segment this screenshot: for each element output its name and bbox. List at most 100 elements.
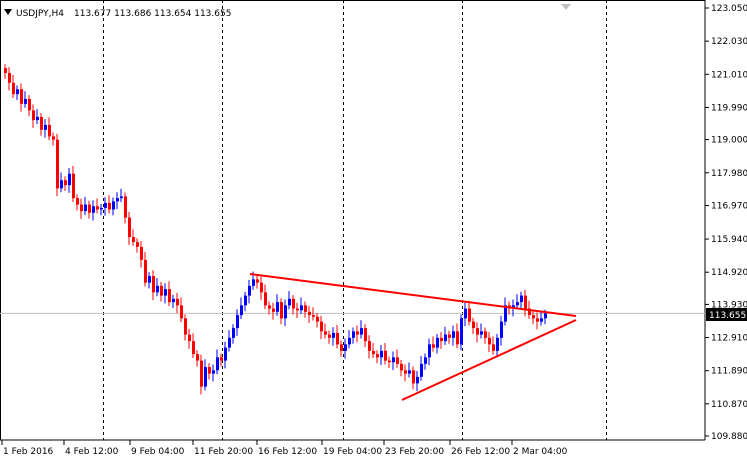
candle — [76, 194, 79, 211]
candle — [496, 333, 499, 357]
candle-body — [428, 344, 431, 358]
candle — [28, 95, 31, 117]
candle-body — [408, 370, 411, 374]
candle-body — [280, 302, 283, 319]
candle — [172, 294, 175, 308]
candle-body — [312, 315, 315, 317]
price-tick-label: 115.940 — [711, 235, 747, 245]
candle — [240, 297, 243, 320]
candle-body — [132, 237, 135, 242]
candle-body — [396, 357, 399, 364]
candle — [232, 324, 235, 344]
candle — [332, 327, 335, 346]
candle — [316, 312, 319, 328]
candle-body — [460, 318, 463, 345]
candle — [540, 310, 543, 326]
candle — [212, 364, 215, 382]
candle-body — [300, 305, 303, 311]
ascending-trendline[interactable] — [401, 319, 577, 401]
candle-body — [92, 206, 95, 213]
candle — [152, 270, 155, 301]
candle-body — [60, 180, 63, 189]
candle-body — [480, 331, 483, 335]
candle-body — [248, 285, 251, 296]
candle-body — [392, 357, 395, 363]
candle — [436, 333, 439, 354]
candle — [108, 195, 111, 214]
candle — [368, 335, 371, 359]
candle-body — [144, 259, 147, 283]
candle — [412, 366, 415, 390]
candle — [340, 340, 343, 357]
candle — [116, 192, 119, 210]
candle-body — [276, 302, 279, 312]
candle — [336, 325, 339, 349]
candle-body — [348, 337, 351, 345]
candle-body — [444, 334, 447, 342]
candle-body — [380, 350, 383, 358]
candle — [356, 325, 359, 343]
candle — [4, 64, 7, 79]
candle — [8, 67, 11, 91]
candle-body — [24, 98, 27, 104]
candle-body — [236, 315, 239, 329]
period-separators — [103, 0, 607, 440]
candle-body — [456, 331, 459, 345]
candle-body — [484, 331, 487, 338]
candle — [344, 338, 347, 359]
candle-body — [104, 202, 107, 208]
candle — [72, 165, 75, 203]
candle — [148, 272, 151, 289]
price-tick-label: 114.920 — [711, 268, 747, 278]
candle — [164, 283, 167, 304]
candle-body — [296, 308, 299, 311]
candle — [256, 275, 259, 289]
candle-body — [84, 204, 87, 212]
candle — [372, 343, 375, 359]
candle-body — [160, 285, 163, 296]
candle — [328, 330, 331, 344]
candle — [312, 307, 315, 321]
candle-body — [20, 89, 23, 104]
candle-body — [232, 328, 235, 338]
candle-body — [464, 308, 467, 319]
candle — [364, 324, 367, 347]
candle — [308, 306, 311, 323]
candle — [264, 284, 267, 310]
candle — [360, 320, 363, 339]
candle-body — [208, 367, 211, 374]
candle — [120, 188, 123, 203]
candle-body — [500, 321, 503, 338]
candle-body — [292, 298, 295, 309]
candle-body — [472, 321, 475, 329]
candle — [520, 291, 523, 308]
candle — [48, 117, 51, 141]
dropdown-triangle-icon[interactable] — [4, 9, 12, 15]
candle-body — [436, 337, 439, 348]
candle — [92, 200, 95, 221]
descending-trendline[interactable] — [249, 273, 577, 317]
time-tick-label: 23 Feb 20:00 — [385, 447, 444, 457]
candle — [244, 291, 247, 312]
candle — [500, 315, 503, 346]
candle — [40, 112, 43, 136]
candle — [452, 325, 455, 346]
candle — [20, 83, 23, 112]
candle-body — [72, 173, 75, 199]
candle-body — [284, 305, 287, 319]
time-tick-label: 19 Feb 04:00 — [323, 447, 382, 457]
price-tick-label: 117.980 — [711, 169, 747, 179]
candle-body — [116, 198, 119, 202]
candle — [260, 276, 263, 301]
candle-body — [368, 341, 371, 351]
candle — [352, 327, 355, 344]
price-tick-label: 111.890 — [711, 367, 747, 377]
candle — [296, 302, 299, 319]
candle — [532, 311, 535, 325]
candle-body — [448, 334, 451, 338]
candle — [60, 172, 63, 193]
candle — [64, 176, 67, 191]
chart-shift-marker-icon[interactable] — [561, 4, 571, 10]
